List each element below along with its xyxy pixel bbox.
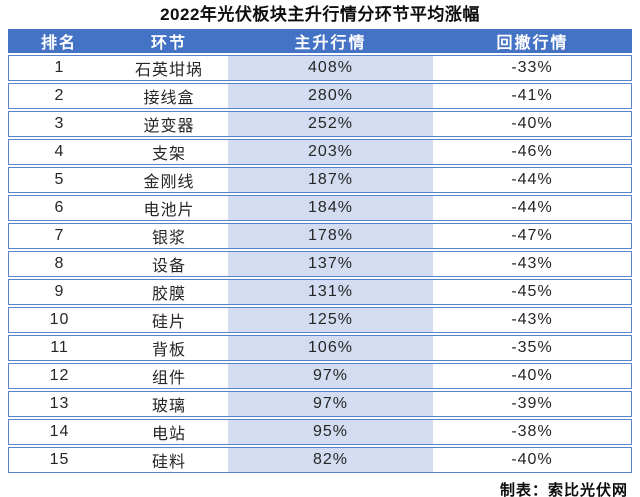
cell-drawdown: -44% [433, 195, 632, 221]
table-row: 6 电池片 184% -44% [8, 195, 632, 221]
cell-rally: 95% [228, 419, 433, 445]
cell-rank: 10 [8, 307, 110, 333]
cell-drawdown: -43% [433, 307, 632, 333]
cell-rank: 11 [8, 335, 110, 361]
cell-rally: 125% [228, 307, 433, 333]
cell-rank: 15 [8, 447, 110, 473]
cell-drawdown: -35% [433, 335, 632, 361]
cell-rank: 12 [8, 363, 110, 389]
cell-rally: 97% [228, 363, 433, 389]
cell-drawdown: -40% [433, 363, 632, 389]
cell-drawdown: -39% [433, 391, 632, 417]
cell-segment: 石英坩埚 [110, 55, 228, 81]
table-row: 13 玻璃 97% -39% [8, 391, 632, 417]
cell-drawdown: -33% [433, 55, 632, 81]
cell-drawdown: -38% [433, 419, 632, 445]
cell-segment: 硅料 [110, 447, 228, 473]
cell-rank: 2 [8, 83, 110, 109]
table-row: 11 背板 106% -35% [8, 335, 632, 361]
cell-rank: 13 [8, 391, 110, 417]
cell-rank: 8 [8, 251, 110, 277]
cell-segment: 硅片 [110, 307, 228, 333]
cell-segment: 接线盒 [110, 83, 228, 109]
cell-drawdown: -45% [433, 279, 632, 305]
table-header-row: 排名 环节 主升行情 回撤行情 [8, 29, 632, 53]
cell-drawdown: -44% [433, 167, 632, 193]
cell-drawdown: -41% [433, 83, 632, 109]
table-row: 10 硅片 125% -43% [8, 307, 632, 333]
cell-rank: 4 [8, 139, 110, 165]
cell-segment: 组件 [110, 363, 228, 389]
cell-rank: 5 [8, 167, 110, 193]
table-row: 8 设备 137% -43% [8, 251, 632, 277]
table-body: 1 石英坩埚 408% -33% 2 接线盒 280% -41% 3 逆变器 252% -40% 4 支架… [8, 55, 632, 473]
cell-rank: 1 [8, 55, 110, 81]
cell-drawdown: -43% [433, 251, 632, 277]
cell-rally: 252% [228, 111, 433, 137]
cell-segment: 胶膜 [110, 279, 228, 305]
cell-rally: 184% [228, 195, 433, 221]
cell-rally: 82% [228, 447, 433, 473]
cell-rally: 97% [228, 391, 433, 417]
table-row: 2 接线盒 280% -41% [8, 83, 632, 109]
table-row: 7 银浆 178% -47% [8, 223, 632, 249]
table-header: 排名 环节 主升行情 回撤行情 [8, 29, 632, 53]
credit-line: 制表：索比光伏网 [499, 482, 628, 497]
cell-rally: 178% [228, 223, 433, 249]
cell-rally: 203% [228, 139, 433, 165]
cell-rally: 280% [228, 83, 433, 109]
cell-segment: 玻璃 [110, 391, 228, 417]
table-row: 15 硅料 82% -40% [8, 447, 632, 473]
cell-rally: 106% [228, 335, 433, 361]
page-title: 2022年光伏板块主升行情分环节平均涨幅 [160, 5, 480, 24]
cell-segment: 电站 [110, 419, 228, 445]
column-header-rally: 主升行情 [228, 29, 433, 53]
table-row: 4 支架 203% -46% [8, 139, 632, 165]
cell-segment: 逆变器 [110, 111, 228, 137]
cell-segment: 设备 [110, 251, 228, 277]
cell-rank: 6 [8, 195, 110, 221]
cell-segment: 银浆 [110, 223, 228, 249]
cell-rank: 3 [8, 111, 110, 137]
table-row: 1 石英坩埚 408% -33% [8, 55, 632, 81]
column-header-segment: 环节 [110, 29, 228, 53]
column-header-rank: 排名 [8, 29, 110, 53]
cell-drawdown: -40% [433, 111, 632, 137]
cell-rally: 187% [228, 167, 433, 193]
cell-rally: 137% [228, 251, 433, 277]
table-row: 3 逆变器 252% -40% [8, 111, 632, 137]
table-row: 9 胶膜 131% -45% [8, 279, 632, 305]
table-row: 14 电站 95% -38% [8, 419, 632, 445]
cell-segment: 背板 [110, 335, 228, 361]
column-header-drawdown: 回撤行情 [433, 29, 632, 53]
cell-drawdown: -40% [433, 447, 632, 473]
cell-segment: 电池片 [110, 195, 228, 221]
cell-segment: 金刚线 [110, 167, 228, 193]
cell-rally: 131% [228, 279, 433, 305]
cell-rank: 9 [8, 279, 110, 305]
cell-rank: 7 [8, 223, 110, 249]
cell-rank: 14 [8, 419, 110, 445]
ranking-table: 排名 环节 主升行情 回撤行情 1 石英坩埚 408% -33% 2 接线盒 280% -41… [8, 27, 632, 475]
cell-drawdown: -46% [433, 139, 632, 165]
table-row: 5 金刚线 187% -44% [8, 167, 632, 193]
cell-rally: 408% [228, 55, 433, 81]
cell-drawdown: -47% [433, 223, 632, 249]
table-row: 12 组件 97% -40% [8, 363, 632, 389]
cell-segment: 支架 [110, 139, 228, 165]
